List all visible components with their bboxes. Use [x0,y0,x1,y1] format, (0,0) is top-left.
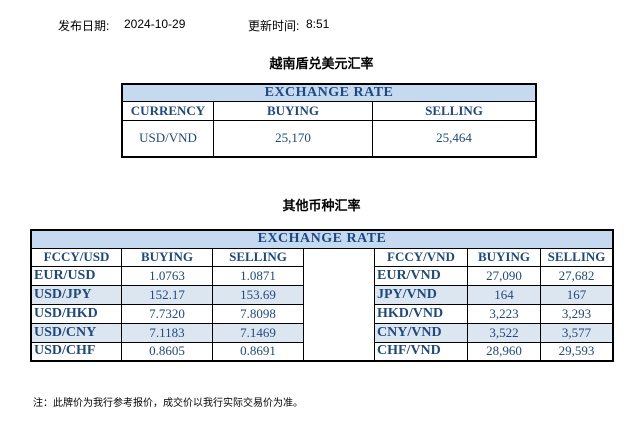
other-currency-rate-table: EXCHANGE RATE FCCY/USD BUYING SELLING FC… [30,229,614,362]
selling-cell: 0.8691 [212,341,304,362]
pair-cell: USD/CNY [30,322,122,343]
table-banner: EXCHANGE RATE [30,229,614,249]
column-header: CURRENCY [121,101,214,121]
column-header: FCCY/USD [30,247,122,267]
pair-cell: EUR/VND [374,265,468,286]
buying-cell: 164 [467,284,541,305]
selling-cell: 167 [540,284,614,305]
column-header: SELLING [372,101,537,121]
column-header: SELLING [212,247,304,267]
buying-cell: 152.17 [121,284,213,305]
publish-date: 2024-10-29 [124,17,186,31]
table-banner: EXCHANGE RATE [121,83,537,102]
table-row: USD/HKD 7.7320 7.8098 HKD/VND 3,223 3,293 [30,303,614,324]
selling-cell: 3,577 [540,322,614,343]
selling-cell: 3,293 [540,303,614,324]
buying-cell: 3,522 [467,322,541,343]
buying-cell: 28,960 [467,341,541,362]
selling-cell: 1.0871 [212,265,304,286]
usd-table-title: 越南盾兑美元汇率 [269,56,374,71]
pair-cell: USD/HKD [30,303,122,324]
update-time-label: 更新时间: [248,19,300,33]
disclaimer-note: 注：此牌价为我行参考报价，成交价以我行实际交易价为准。 [33,398,303,409]
pair-cell: USD/JPY [30,284,122,305]
column-header: FCCY/VND [374,247,468,267]
usd-vnd-rate-table: EXCHANGE RATE CURRENCY BUYING SELLING US… [121,83,537,158]
pair-cell: EUR/USD [30,265,122,286]
table-row: USD/CNY 7.1183 7.1469 CNY/VND 3,522 3,577 [30,322,614,343]
column-header: SELLING [540,247,614,267]
selling-cell: 7.8098 [212,303,304,324]
selling-cell: 7.1469 [212,322,304,343]
selling-cell: 25,464 [372,120,537,157]
column-header: BUYING [121,247,213,267]
selling-cell: 29,593 [540,341,614,362]
buying-cell: 7.7320 [121,303,213,324]
buying-cell: 3,223 [467,303,541,324]
selling-cell: 27,682 [540,265,614,286]
column-header: BUYING [467,247,541,267]
buying-cell: 0.8605 [121,341,213,362]
table-row: USD/VND 25,170 25,464 [121,120,537,157]
table-row: EUR/USD 1.0763 1.0871 EUR/VND 27,090 27,682 [30,265,614,286]
currency-cell: USD/VND [121,120,214,157]
update-time: 8:51 [306,17,330,31]
table-row: USD/CHF 0.8605 0.8691 CHF/VND 28,960 29,593 [30,341,614,362]
pair-cell: JPY/VND [374,284,468,305]
buying-cell: 1.0763 [121,265,213,286]
pair-cell: HKD/VND [374,303,468,324]
buying-cell: 25,170 [213,120,373,157]
pair-cell: USD/CHF [30,341,122,362]
publish-date-label: 发布日期: [58,19,110,33]
table-row: USD/JPY 152.17 153.69 JPY/VND 164 167 [30,284,614,305]
selling-cell: 153.69 [212,284,304,305]
column-header: BUYING [213,101,373,121]
other-table-title: 其他币种汇率 [282,198,361,213]
spacer-column [303,247,375,362]
buying-cell: 27,090 [467,265,541,286]
buying-cell: 7.1183 [121,322,213,343]
pair-cell: CHF/VND [374,341,468,362]
pair-cell: CNY/VND [374,322,468,343]
